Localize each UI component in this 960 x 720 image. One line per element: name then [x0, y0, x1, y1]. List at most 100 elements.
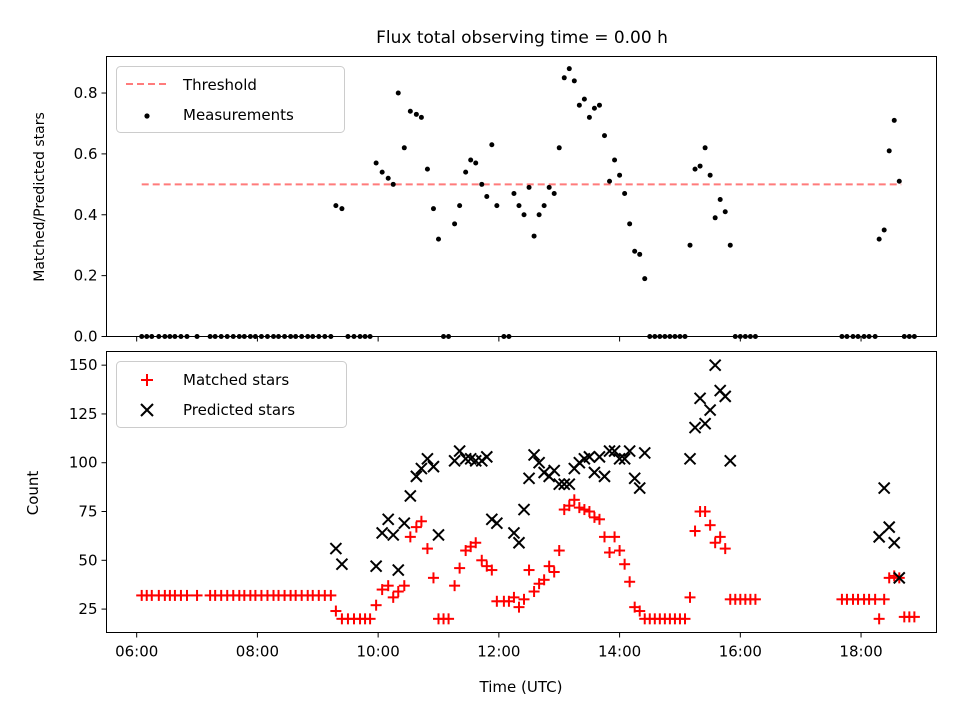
measurement-point: [489, 142, 495, 148]
matched-point: [609, 531, 621, 543]
measurement-point: [395, 90, 401, 96]
measurement-point: [722, 209, 728, 215]
y-tick-label: 0.4: [74, 206, 98, 224]
predicted-point: [547, 464, 561, 477]
matched-point: [573, 502, 585, 514]
matched-point: [614, 545, 626, 557]
predicted-point: [593, 450, 606, 464]
predicted-point: [588, 466, 601, 479]
predicted-point: [392, 563, 405, 577]
predicted-point: [623, 444, 636, 458]
x-tick-label: 06:00: [115, 643, 158, 661]
matched-point: [523, 564, 535, 576]
predicted-point: [703, 403, 717, 417]
matched-point: [398, 580, 410, 592]
measurement-point: [556, 145, 562, 151]
measurement-point: [617, 172, 623, 178]
matched-point: [443, 613, 455, 625]
measurement-point: [379, 169, 385, 175]
predicted-point: [448, 454, 461, 467]
measurement-point: [627, 221, 633, 227]
threshold-legend-label: Threshold: [182, 76, 257, 94]
measurement-point: [596, 102, 602, 108]
measurement-point: [602, 133, 607, 139]
measurement-point: [727, 242, 733, 248]
y-tick-label: 25: [78, 600, 97, 618]
measurement-point: [463, 169, 469, 175]
y-tick-label: 125: [69, 405, 98, 423]
top-legend-box: [116, 66, 345, 133]
predicted-legend-label: Predicted stars: [183, 401, 295, 419]
measurements-legend-label: Measurements: [183, 106, 294, 124]
predicted-point: [708, 358, 722, 372]
matched-point: [404, 531, 416, 543]
measurement-point: [541, 203, 547, 209]
matched-point: [699, 506, 711, 518]
predicted-point: [724, 454, 737, 467]
y-tick-label: 0.0: [74, 328, 98, 346]
x-tick-label: 10:00: [357, 643, 400, 661]
matched-point: [593, 513, 605, 525]
matched-point: [508, 591, 520, 603]
matched-point: [513, 601, 525, 613]
measurement-point: [339, 206, 345, 212]
predicted-point: [618, 452, 631, 466]
matched-point: [873, 613, 885, 625]
matched-point: [908, 611, 920, 623]
measurement-point: [707, 172, 713, 178]
measurement-point: [373, 160, 379, 166]
predicted-point: [375, 526, 389, 540]
top-axis-frame: [106, 56, 937, 337]
measurement-point: [571, 78, 577, 84]
matched-point: [191, 589, 203, 601]
measurement-point: [687, 242, 693, 248]
matched-point: [634, 605, 646, 617]
predicted-point: [410, 470, 423, 483]
predicted-point: [512, 536, 526, 549]
measurement-point: [473, 160, 479, 166]
measurement-point: [581, 96, 587, 102]
bottom-axis-frame: [106, 351, 937, 633]
measurement-point: [561, 75, 567, 81]
measurement-point: [586, 114, 592, 120]
top-y-axis-label: Matched/Predicted stars: [32, 112, 48, 282]
matched-legend-swatch: [141, 374, 153, 386]
predicted-point: [387, 528, 400, 542]
predicted-point: [369, 559, 383, 573]
top-legend: Threshold Measurements: [116, 66, 345, 133]
x-tick-label: 14:00: [598, 643, 641, 661]
predicted-point: [335, 557, 349, 571]
matched-point: [709, 537, 721, 549]
measurement-point: [333, 203, 339, 209]
predicted-point: [329, 542, 343, 555]
y-tick-label: 0.2: [74, 267, 98, 285]
measurement-point: [546, 184, 552, 190]
y-tick-label: 50: [78, 551, 97, 569]
predicted-point: [480, 450, 493, 464]
measurement-point: [576, 102, 582, 108]
measurement-point: [436, 236, 441, 242]
measurements-legend-swatch: [144, 113, 150, 119]
matched-point: [563, 500, 575, 512]
matched-point: [538, 574, 550, 586]
matched-point: [392, 586, 404, 598]
predicted-point: [563, 477, 576, 491]
matched-point: [714, 531, 726, 543]
measurement-point: [536, 212, 542, 218]
matched-point: [518, 593, 530, 605]
x-tick-label: 18:00: [839, 643, 882, 661]
matched-point: [449, 580, 461, 592]
matched-point: [604, 546, 616, 558]
predicted-point: [522, 472, 536, 485]
matched-point: [749, 593, 761, 605]
measurement-point: [642, 276, 648, 282]
y-tick-label: 0.8: [74, 84, 98, 102]
measurement-point: [566, 66, 572, 72]
measurement-point: [697, 163, 703, 169]
x-tick-label: 16:00: [719, 643, 762, 661]
matched-point: [578, 504, 590, 516]
matched-point: [543, 560, 555, 572]
measurement-point: [430, 206, 436, 212]
measurement-point: [418, 114, 424, 120]
